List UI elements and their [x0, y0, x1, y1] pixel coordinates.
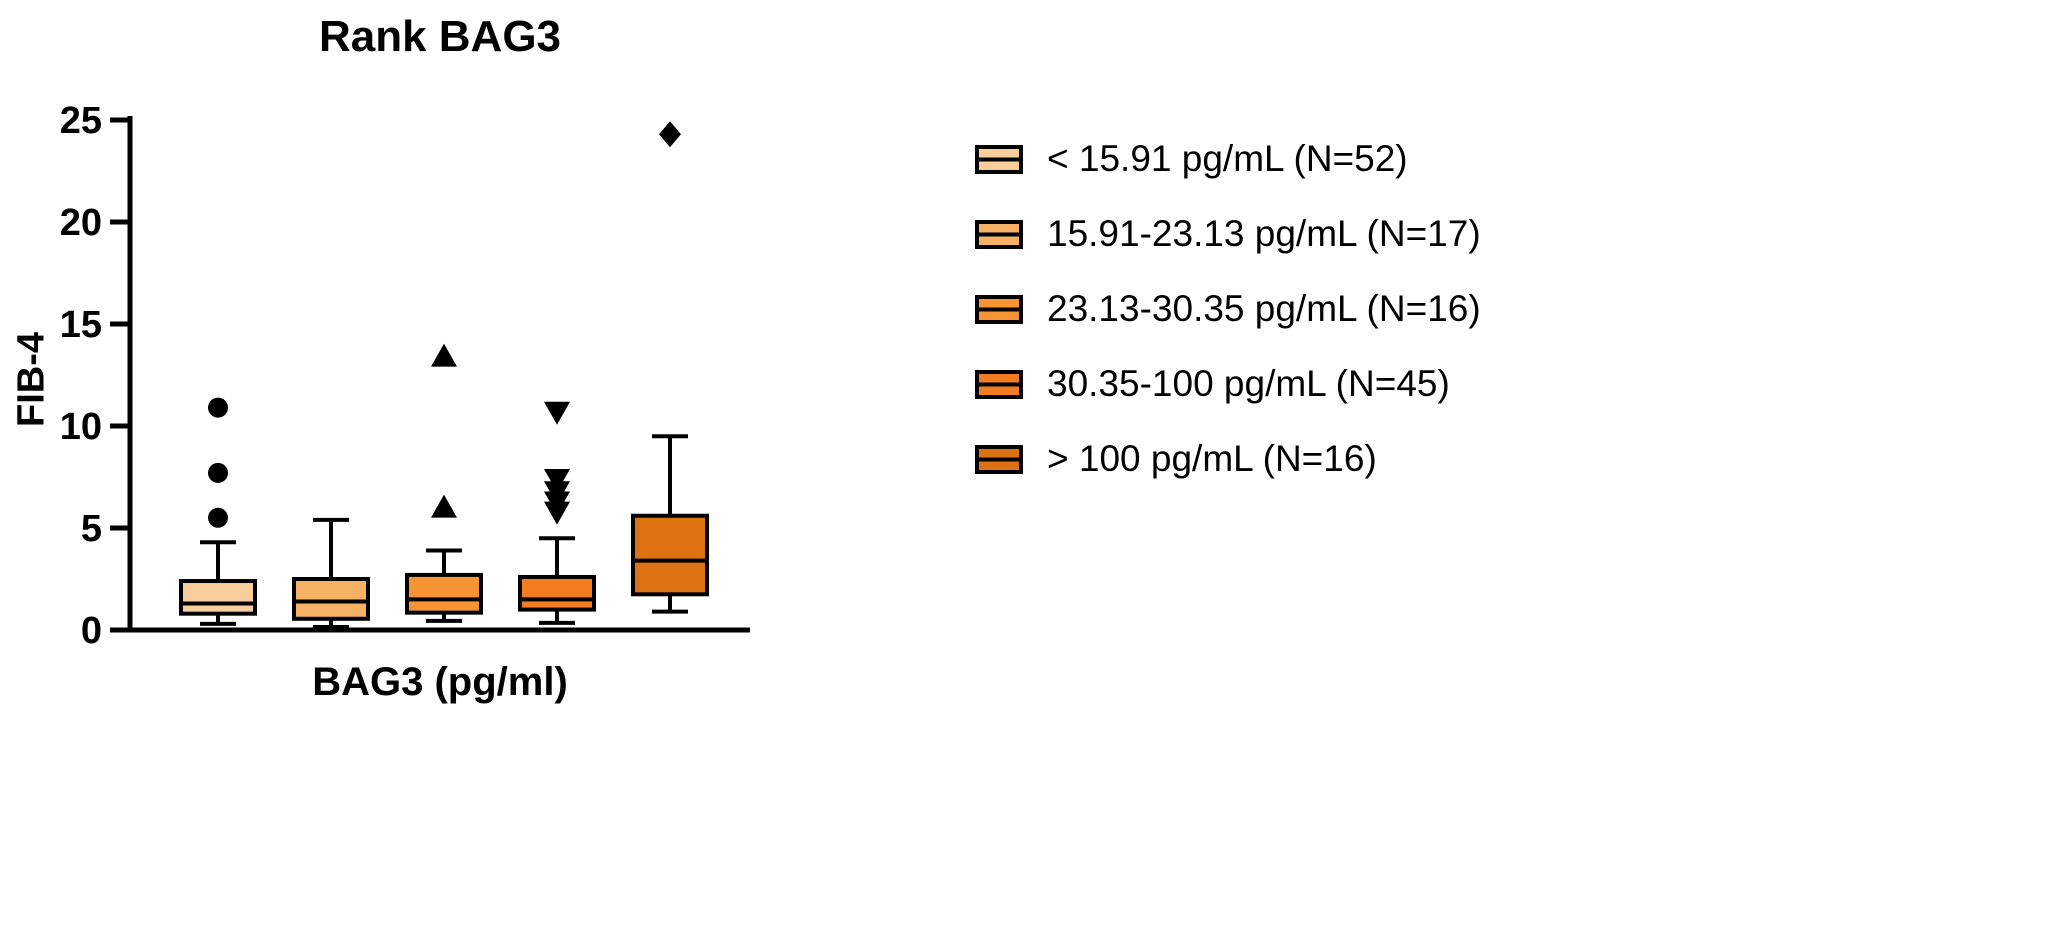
boxplot-canvas: 0 5 10 15 20 25 [60, 100, 750, 652]
outlier-marker-diamond [659, 121, 681, 148]
box [179, 579, 257, 616]
y-tick-label: 25 [60, 100, 102, 142]
legend-swatch-icon [975, 219, 1023, 249]
x-axis-label: BAG3 (pg/ml) [312, 660, 568, 704]
y-tick-label: 20 [60, 202, 102, 244]
box [405, 572, 483, 615]
y-tick-label: 15 [60, 304, 102, 346]
box [631, 513, 709, 597]
outlier-marker-triangle-up [431, 494, 457, 518]
legend-label: 15.91-23.13 pg/mL (N=17) [1047, 213, 1481, 254]
legend-swatch-icon [975, 444, 1023, 474]
legend-item: < 15.91 pg/mL (N=52) [975, 138, 1481, 180]
y-tick-label: 5 [81, 508, 102, 550]
box [292, 577, 370, 621]
legend-item: 15.91-23.13 pg/mL (N=17) [975, 213, 1481, 255]
legend-label: > 100 pg/mL (N=16) [1047, 438, 1377, 479]
box [518, 574, 596, 612]
y-tick-label: 10 [60, 406, 102, 448]
legend-label: < 15.91 pg/mL (N=52) [1047, 138, 1408, 179]
legend-label: 23.13-30.35 pg/mL (N=16) [1047, 288, 1481, 329]
legend-swatch-icon [975, 369, 1023, 399]
legend-item: 23.13-30.35 pg/mL (N=16) [975, 288, 1481, 330]
outlier-marker-triangle-down [544, 481, 570, 505]
legend-label: 30.35-100 pg/mL (N=45) [1047, 363, 1450, 404]
outlier-marker-circle [208, 462, 228, 483]
legend-swatch-icon [975, 144, 1023, 174]
legend: < 15.91 pg/mL (N=52) 15.91-23.13 pg/mL (N… [975, 138, 1481, 480]
outlier-marker-circle [208, 507, 228, 528]
legend-swatch-icon [975, 294, 1023, 324]
chart-title: Rank BAG3 [318, 12, 562, 61]
outlier-marker-triangle-up [431, 343, 457, 367]
outlier-marker-triangle-down [544, 469, 570, 493]
outlier-marker-triangle-down [544, 401, 570, 425]
legend-item: 30.35-100 pg/mL (N=45) [975, 363, 1481, 405]
y-tick-label: 0 [81, 610, 102, 652]
legend-item: > 100 pg/mL (N=16) [975, 438, 1481, 480]
outlier-marker-circle [208, 397, 228, 418]
